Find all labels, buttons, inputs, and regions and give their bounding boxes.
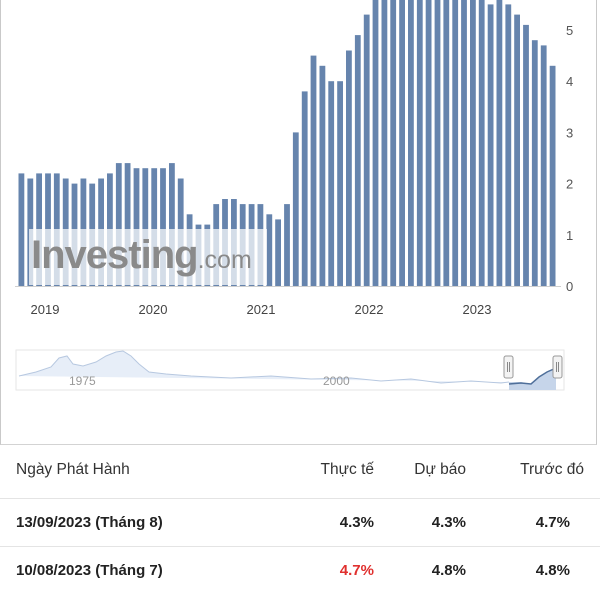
watermark-brand: Investing [31,233,199,277]
row-forecast: 4.3% [431,514,466,531]
bar[interactable] [301,91,308,287]
row-actual: 4.7% [339,562,374,579]
row-actual: 4.3% [339,514,374,531]
navigator: 1975 2000 [15,349,565,391]
header-forecast[interactable]: Dự báo [414,461,466,478]
bar[interactable] [496,0,503,287]
x-tick-label: 2020 [139,302,168,317]
bar[interactable] [381,0,388,287]
bar[interactable] [160,168,166,286]
investing-logo: Investing.com [31,233,252,278]
x-tick-label: 2019 [31,302,60,317]
bar[interactable] [142,168,149,286]
bar[interactable] [151,168,158,286]
table-row[interactable]: 13/09/2023 (Tháng 8) 4.3% 4.3% 4.7% [0,498,600,547]
bar[interactable] [133,168,140,286]
bar[interactable] [531,40,538,287]
row-previous: 4.8% [535,562,570,579]
navigator-area [18,350,510,384]
bar[interactable] [124,163,131,286]
bar[interactable] [292,132,299,286]
bar[interactable] [346,50,352,287]
bar[interactable] [416,0,423,287]
watermark-backdrop [29,229,267,285]
bar[interactable] [266,214,273,286]
table-row[interactable]: 10/08/2023 (Tháng 7) 4.7% 4.8% 4.8% [0,546,600,595]
y-tick-label: 0 [566,279,573,294]
row-date: 13/09/2023 (Tháng 8) [16,514,163,531]
bar[interactable] [549,65,556,286]
header-date[interactable]: Ngày Phát Hành [16,461,130,478]
bar[interactable] [319,65,326,286]
navigator-selected-line [508,367,557,385]
navigator-selection[interactable] [509,368,556,390]
bar[interactable] [115,163,122,286]
bar[interactable] [337,81,343,286]
row-previous: 4.7% [535,514,570,531]
bar[interactable] [540,45,547,287]
y-tick-label: 2 [566,177,573,192]
bar[interactable] [399,0,405,287]
bar[interactable] [452,0,459,287]
chart-area: 0 1 2 3 4 5 2019 2020 2021 2022 2023 1975 2000 [15,0,573,391]
header-actual[interactable]: Thực tế [320,461,374,478]
chart-card: 0 1 2 3 4 5 2019 2020 2021 2022 2023 1975 2000 In… [0,0,597,445]
x-tick-label: 2022 [355,302,384,317]
bar[interactable] [470,0,476,287]
bar[interactable] [363,14,370,286]
bar[interactable] [461,0,467,287]
bar[interactable] [328,81,335,286]
navigator-left-handle[interactable] [503,355,514,379]
bar[interactable] [275,219,281,286]
bar[interactable] [514,14,520,286]
bar[interactable] [443,0,450,287]
row-date: 10/08/2023 (Tháng 7) [16,562,163,579]
bar[interactable] [523,24,529,287]
bar[interactable] [18,173,25,286]
bar[interactable] [310,55,317,286]
navigator-label-2000: 2000 [323,374,350,388]
bar[interactable] [284,204,290,286]
bar[interactable] [169,163,175,286]
watermark-suffix: .com [197,246,252,274]
table-header: Ngày Phát Hành Thực tế Dự báo Trước đó [0,446,600,494]
y-tick-label: 1 [566,228,573,243]
header-previous[interactable]: Trước đó [520,461,584,478]
x-tick-label: 2023 [463,302,492,317]
navigator-label-1975: 1975 [69,374,96,388]
x-axis: 2019 2020 2021 2022 2023 [31,302,492,317]
y-axis: 0 1 2 3 4 5 [566,23,573,294]
bar[interactable] [478,0,485,287]
bar[interactable] [487,4,494,287]
bars-group [15,0,561,287]
bar[interactable] [505,4,512,287]
y-tick-label: 3 [566,125,573,140]
bar[interactable] [390,0,397,287]
navigator-right-handle[interactable] [552,355,563,379]
bar[interactable] [434,0,441,287]
bar[interactable] [372,0,379,287]
bar[interactable] [425,0,432,287]
x-tick-label: 2021 [247,302,276,317]
y-tick-label: 5 [566,23,573,38]
row-forecast: 4.8% [431,562,466,579]
bar[interactable] [408,0,414,287]
y-tick-label: 4 [566,74,573,89]
bar[interactable] [354,35,361,286]
